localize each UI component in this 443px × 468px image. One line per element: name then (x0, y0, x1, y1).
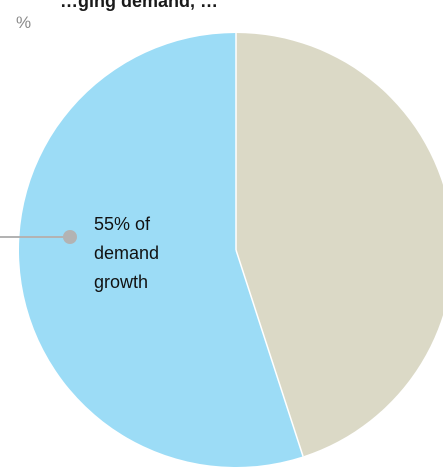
annotation-line-2: demand (94, 243, 159, 263)
chart-title: …ging demand, … (60, 0, 218, 11)
unit-label: % (16, 13, 31, 32)
annotation-line-3: growth (94, 272, 148, 292)
slice-annotation: 55% of demand growth (0, 214, 159, 292)
pie-slices (19, 33, 443, 468)
annotation-line-1: 55% of (94, 214, 151, 234)
leader-marker (63, 230, 77, 244)
slice-separator-2 (235, 249, 304, 457)
pie-slice-2 (236, 33, 443, 457)
pie-slice-1 (19, 33, 304, 468)
